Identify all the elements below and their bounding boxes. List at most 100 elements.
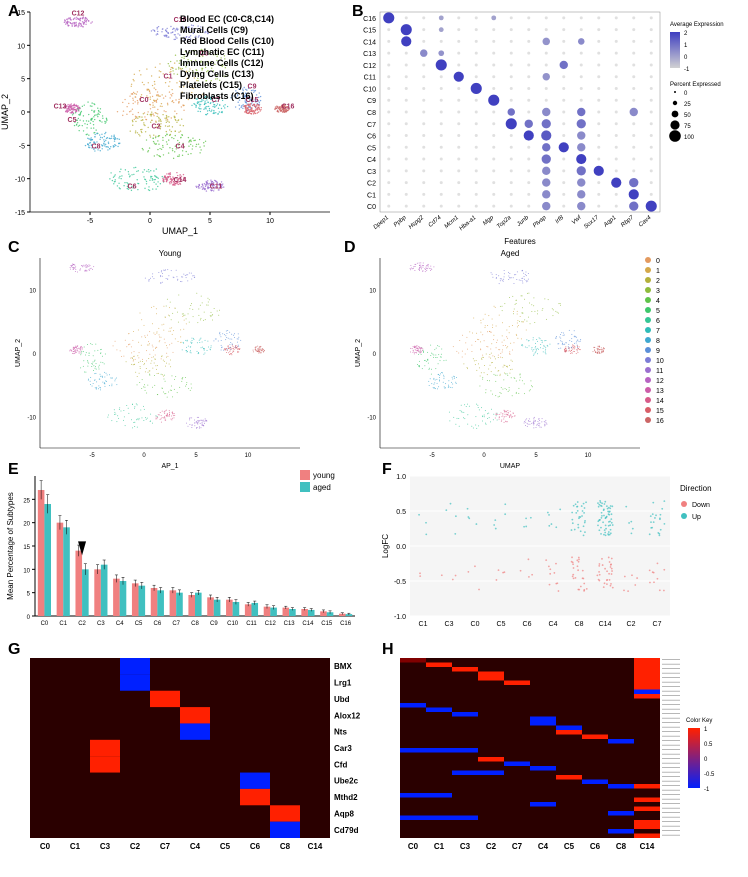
cluster-label: C1 — [164, 74, 173, 81]
bar — [170, 590, 177, 616]
svg-text:C0: C0 — [40, 842, 51, 851]
dotplot-dot — [629, 201, 638, 210]
panel-label: D — [344, 239, 356, 256]
svg-text:Average Expression: Average Expression — [670, 22, 724, 28]
feature-label: Cd74 — [428, 215, 443, 229]
svg-text:C8: C8 — [575, 621, 584, 628]
dotplot-dot — [542, 167, 550, 175]
heatmap-cell — [270, 805, 300, 821]
svg-text:-5: -5 — [19, 143, 25, 150]
svg-text:5: 5 — [27, 592, 31, 598]
svg-text:C6: C6 — [250, 842, 261, 851]
svg-text:C4: C4 — [549, 621, 558, 628]
cluster-label: C6 — [128, 184, 137, 191]
dotplot-dot — [543, 38, 551, 46]
dot-row-label: C6 — [367, 134, 376, 141]
feature-label: Mgp — [482, 215, 495, 228]
heatmap-cell — [478, 757, 504, 762]
svg-text:C3: C3 — [100, 842, 111, 851]
bar — [139, 586, 146, 616]
svg-text:C14: C14 — [302, 621, 314, 627]
svg-text:-10: -10 — [367, 415, 376, 421]
legend-item: 1 — [656, 268, 660, 275]
svg-text:10: 10 — [17, 43, 25, 50]
svg-text:C1: C1 — [59, 621, 67, 627]
dot-row-label: C14 — [363, 39, 376, 46]
dotplot-dot — [542, 108, 550, 116]
svg-text:-0.5: -0.5 — [704, 772, 715, 778]
heatmap-cell — [478, 672, 504, 677]
heatmap-cell — [634, 690, 660, 695]
gene-label: Car3 — [334, 744, 352, 753]
dot-row-label: C9 — [367, 98, 376, 105]
svg-text:C13: C13 — [284, 621, 296, 627]
legend-item: 10 — [656, 358, 664, 365]
legend-item: 5 — [656, 308, 660, 315]
svg-text:2: 2 — [684, 31, 688, 37]
dot-row-label: C11 — [364, 75, 376, 82]
dotplot-dot — [420, 49, 428, 57]
heatmap-cell — [634, 685, 660, 690]
svg-text:Percent Expressed: Percent Expressed — [670, 82, 721, 88]
heatmap-cell — [530, 802, 556, 807]
svg-text:0: 0 — [704, 757, 708, 763]
svg-text:-1: -1 — [684, 67, 690, 73]
svg-text:C5: C5 — [564, 842, 575, 851]
bar — [101, 565, 108, 616]
legend-item: 7 — [656, 328, 660, 335]
legend-item: 12 — [656, 378, 664, 385]
svg-text:C4: C4 — [538, 842, 549, 851]
svg-text:10: 10 — [266, 218, 274, 225]
svg-text:C3: C3 — [97, 621, 105, 627]
feature-label: Irf8 — [555, 215, 566, 226]
legend-line: Fibroblasts (C16) — [180, 91, 254, 101]
dotplot-dot — [508, 108, 516, 116]
legend-line: Dying Cells (C13) — [180, 69, 254, 79]
dot-row-label: C0 — [367, 204, 376, 211]
svg-text:C7: C7 — [653, 621, 662, 628]
bar — [63, 527, 70, 616]
dotplot-dot — [541, 130, 551, 140]
dotplot-dot — [577, 166, 586, 175]
gene-label: Cfd — [334, 760, 347, 769]
subplot-title: Young — [159, 249, 181, 258]
svg-text:0: 0 — [482, 453, 486, 459]
svg-text:-1.0: -1.0 — [394, 614, 406, 621]
feature-label: Top2a — [496, 215, 513, 231]
svg-text:C7: C7 — [172, 621, 180, 627]
heatmap-cell — [90, 740, 120, 756]
svg-text:AP_1: AP_1 — [161, 463, 178, 470]
svg-text:C1: C1 — [419, 621, 428, 628]
svg-text:C14: C14 — [308, 842, 323, 851]
dotplot-dot — [491, 15, 496, 20]
panel-label: H — [382, 641, 394, 658]
subplot-title: Aged — [501, 249, 520, 258]
svg-text:C14: C14 — [640, 842, 655, 851]
panel-label: F — [382, 461, 392, 478]
heatmap-cell — [400, 703, 426, 708]
svg-text:5: 5 — [194, 453, 198, 459]
cluster-label: C9 — [248, 84, 257, 91]
heatmap-cell — [120, 658, 150, 674]
svg-text:C5: C5 — [497, 621, 506, 628]
dotplot-dot — [577, 108, 585, 116]
dot-row-label: C2 — [367, 181, 376, 188]
heatmap-cell — [240, 773, 270, 789]
gene-label: Alox12 — [334, 711, 361, 720]
cluster-label: C0 — [140, 97, 149, 104]
dotplot-dot — [525, 120, 533, 128]
gene-label: Ube2c — [334, 777, 359, 786]
svg-text:10: 10 — [29, 289, 36, 295]
dotplot-dot — [611, 177, 621, 187]
svg-text:C4: C4 — [116, 621, 124, 627]
svg-text:10: 10 — [245, 453, 252, 459]
heatmap-cell — [582, 735, 608, 740]
cluster-label: C11 — [210, 184, 223, 191]
heatmap-cell — [452, 816, 478, 821]
svg-text:10: 10 — [369, 289, 376, 295]
svg-text:-15: -15 — [15, 210, 25, 217]
dotplot-dot — [577, 143, 585, 151]
feature-label: Ppbp — [393, 215, 408, 229]
dot-row-label: C15 — [363, 28, 376, 35]
heatmap-cell — [608, 829, 634, 834]
